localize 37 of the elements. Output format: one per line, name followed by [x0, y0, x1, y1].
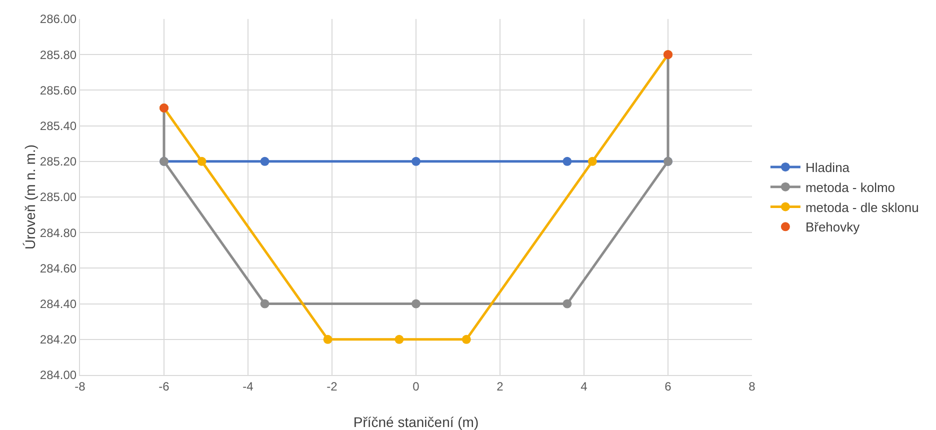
y-tick-label: 285.40	[40, 119, 77, 133]
x-tick-label: 0	[412, 379, 420, 394]
y-tick-label: 286.00	[40, 12, 77, 26]
x-axis-title: Příčné staničení (m)	[353, 414, 479, 430]
y-tick-label: 285.80	[40, 48, 77, 62]
x-tick-label: 2	[496, 379, 504, 394]
x-tick-label: -2	[326, 379, 338, 394]
x-tick-label: 6	[664, 379, 672, 394]
y-axis-title: Úroveň (m n. m.)	[22, 144, 38, 250]
x-tick-label: -8	[74, 379, 86, 394]
point	[260, 299, 270, 308]
point	[462, 334, 471, 344]
x-tick-label: 4	[580, 379, 588, 394]
point	[562, 299, 572, 308]
legend-label: Břehovky	[805, 220, 860, 235]
y-tick-label: 285.60	[40, 83, 77, 98]
x-tick-label: -6	[158, 379, 170, 394]
x-tick-label: -4	[242, 379, 254, 394]
point	[260, 156, 270, 166]
legend-label: metoda - kolmo	[805, 180, 896, 195]
y-tick-label: 285.00	[40, 190, 77, 204]
point	[197, 156, 206, 166]
y-tick-label: 284.40	[40, 297, 77, 311]
legend-label: metoda - dle sklonu	[805, 200, 919, 215]
point	[323, 334, 332, 344]
point	[394, 334, 404, 344]
point	[588, 156, 597, 166]
point	[562, 156, 572, 166]
y-tick-label: 284.60	[40, 261, 77, 276]
y-tick-label: 284.80	[40, 226, 77, 240]
point	[412, 156, 420, 166]
y-tick-label: 285.20	[40, 154, 77, 169]
point	[412, 299, 420, 308]
x-tick-label: 8	[748, 379, 756, 394]
legend-label: Hladina	[805, 160, 850, 176]
y-tick-label: 284.00	[40, 368, 77, 382]
y-tick-label: 284.20	[40, 332, 77, 347]
